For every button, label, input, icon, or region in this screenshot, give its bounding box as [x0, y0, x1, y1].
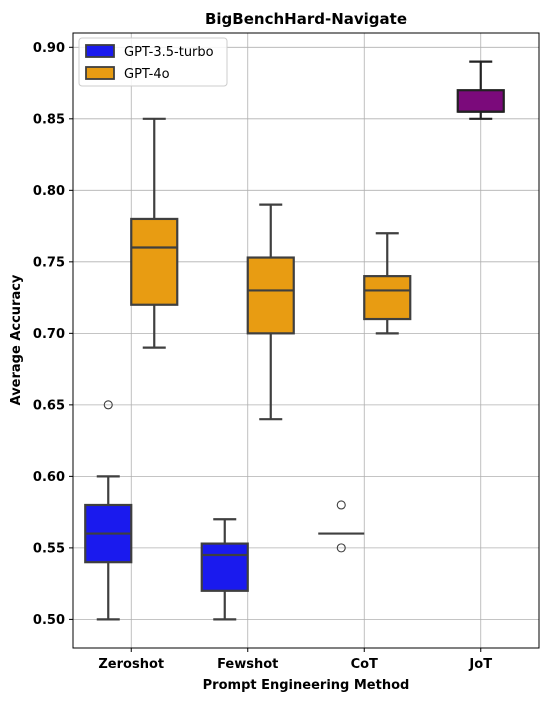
- legend-label: GPT-3.5-turbo: [124, 45, 214, 60]
- legend: GPT-3.5-turbo GPT-4o: [78, 37, 228, 87]
- y-tick-label: 0.80: [33, 184, 65, 199]
- y-tick-label: 0.65: [33, 398, 65, 413]
- y-axis-ticks: 0.50 0.55 0.60 0.65 0.70 0.75 0.80 0.85 0.90: [33, 41, 73, 628]
- box-body: [456, 89, 505, 113]
- x-axis-label: Prompt Engineering Method: [203, 678, 410, 693]
- legend-frame: [78, 37, 228, 87]
- x-tick-label: JoT: [468, 657, 492, 672]
- box-GPT-3.5-turbo-Zeroshot: [84, 400, 133, 621]
- y-tick-label: 0.90: [33, 41, 65, 56]
- chart-title: BigBenchHard-Navigate: [205, 10, 407, 28]
- grid-lines: [73, 33, 539, 648]
- box-GPT-4o-Fewshot: [246, 203, 295, 421]
- y-tick-label: 0.55: [33, 541, 65, 556]
- x-tick-label: CoT: [351, 657, 378, 672]
- box-series: [84, 60, 505, 621]
- box-GPT-3.5-turbo-Fewshot: [200, 518, 249, 621]
- box-body: [130, 217, 179, 306]
- outlier-point: [336, 500, 346, 510]
- box-body: [200, 542, 249, 592]
- legend-swatch: [85, 44, 115, 58]
- y-tick-label: 0.70: [33, 327, 65, 342]
- box-body: [246, 256, 295, 335]
- box-GPT-4o-CoT: [363, 232, 412, 335]
- legend-label: GPT-4o: [124, 67, 170, 82]
- outlier-point: [103, 400, 113, 410]
- box-series-JoT: [456, 60, 505, 120]
- outlier-point: [336, 543, 346, 553]
- x-axis-ticks: Zeroshot Fewshot CoT JoT: [98, 648, 492, 672]
- box-body: [363, 275, 412, 321]
- legend-swatch: [85, 66, 115, 80]
- y-tick-label: 0.60: [33, 470, 65, 485]
- y-tick-label: 0.50: [33, 613, 65, 628]
- box-GPT-4o-Zeroshot: [130, 117, 179, 349]
- y-tick-label: 0.85: [33, 112, 65, 127]
- y-tick-label: 0.75: [33, 255, 65, 270]
- y-axis-label: Average Accuracy: [9, 274, 24, 405]
- x-tick-label: Fewshot: [217, 657, 278, 672]
- x-tick-label: Zeroshot: [98, 657, 164, 672]
- box-GPT-3.5-turbo-CoT: [318, 500, 365, 553]
- plot-frame: [72, 32, 540, 649]
